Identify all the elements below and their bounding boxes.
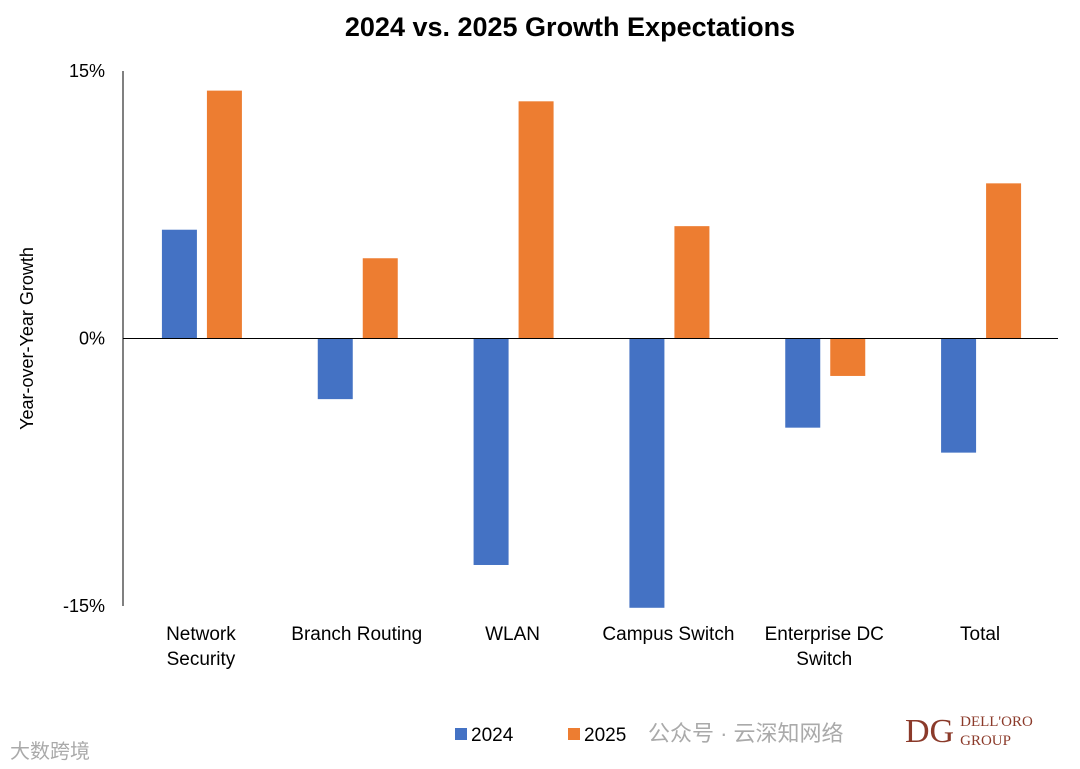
bar-2025-0 bbox=[206, 90, 242, 339]
watermark-left: 大数跨境 bbox=[10, 741, 90, 763]
legend-label-2025: 2025 bbox=[584, 725, 626, 746]
bar-2025-2 bbox=[518, 101, 554, 339]
x-tick-label: WLAN bbox=[485, 624, 540, 645]
bar-2024-1 bbox=[317, 338, 353, 400]
x-tick-label: Branch Routing bbox=[291, 624, 422, 645]
x-tick-label: Security bbox=[167, 649, 236, 670]
bar-2025-5 bbox=[986, 183, 1022, 339]
legend-swatch-2025 bbox=[568, 728, 580, 740]
dell-oro-logo-text: DELL'ORO GROUP bbox=[960, 714, 1033, 749]
bar-2024-3 bbox=[629, 338, 665, 608]
x-tick-label: Network bbox=[166, 624, 236, 645]
bar-2025-1 bbox=[362, 258, 398, 339]
y-tick-label: -15% bbox=[63, 596, 105, 616]
bar-2024-0 bbox=[161, 229, 197, 339]
legend-swatch-2024 bbox=[455, 728, 467, 740]
legend-label-2024: 2024 bbox=[471, 725, 514, 746]
watermark-wechat: 公众号 · 云深知网络 bbox=[648, 721, 844, 746]
bar-2024-5 bbox=[941, 338, 977, 453]
y-axis-label: Year-over-Year Growth bbox=[17, 247, 37, 430]
bar-2024-4 bbox=[785, 338, 821, 428]
chart-title: 2024 vs. 2025 Growth Expectations bbox=[344, 12, 796, 42]
bar-2025-4 bbox=[830, 338, 866, 376]
bar-2024-2 bbox=[473, 338, 509, 565]
dell-oro-logo-mark: DG bbox=[905, 713, 955, 750]
y-tick-label: 0% bbox=[79, 329, 105, 349]
x-tick-label: Switch bbox=[796, 649, 852, 670]
x-tick-label: Enterprise DC bbox=[765, 624, 884, 645]
y-tick-label: 15% bbox=[69, 61, 105, 81]
x-tick-label: Total bbox=[960, 624, 1000, 645]
dell-oro-logo: DG DELL'ORO GROUP bbox=[905, 712, 1033, 752]
bar-2025-3 bbox=[674, 226, 710, 339]
x-tick-label: Campus Switch bbox=[602, 624, 734, 645]
